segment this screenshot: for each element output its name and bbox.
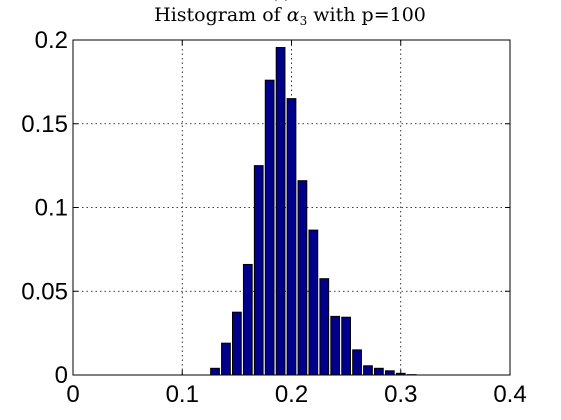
y-tick-label-3: 0.15 [21,111,68,138]
x-tick-label-2: 0.2 [275,381,308,408]
chart-title-symbol: α [287,4,300,26]
bar-7 [286,98,297,376]
y-tick-label-0: 0 [55,362,68,389]
chart-title-prefix: Histogram of [154,4,287,26]
chart-title-accent: ^ [273,0,289,14]
bar-5 [264,79,275,376]
y-tick-label-1: 0.05 [21,278,68,305]
bar-15 [374,367,384,376]
bar-0 [210,367,220,376]
bar-2 [232,311,242,376]
y-axis-tick-labels: 0 0.05 0.1 0.15 0.2 [21,27,68,389]
bar-10 [319,278,330,376]
histogram-bars [210,47,417,376]
bar-1 [221,342,231,376]
bar-13 [352,349,362,376]
bar-4 [253,165,264,376]
y-tick-label-2: 0.1 [35,195,68,222]
bar-11 [330,315,341,376]
chart-title-subscript: 3 [300,14,308,28]
chart-title: Histogram of α3 with p=100 [154,4,426,28]
x-axis-tick-labels: 0 0.1 0.2 0.3 0.4 [66,381,526,408]
bar-9 [308,229,319,376]
bar-3 [242,263,253,376]
x-tick-label-3: 0.3 [384,381,417,408]
x-tick-label-4: 0.4 [493,381,526,408]
bar-6 [275,47,286,376]
chart-title-suffix: with p=100 [307,4,426,26]
y-tick-label-4: 0.2 [35,27,68,54]
bar-8 [297,180,308,376]
x-tick-label-1: 0.1 [166,381,199,408]
x-tick-label-0: 0 [66,381,79,408]
axis-ticks [72,39,511,376]
bar-14 [363,365,373,376]
bar-12 [341,316,351,376]
bar-16 [384,370,395,376]
